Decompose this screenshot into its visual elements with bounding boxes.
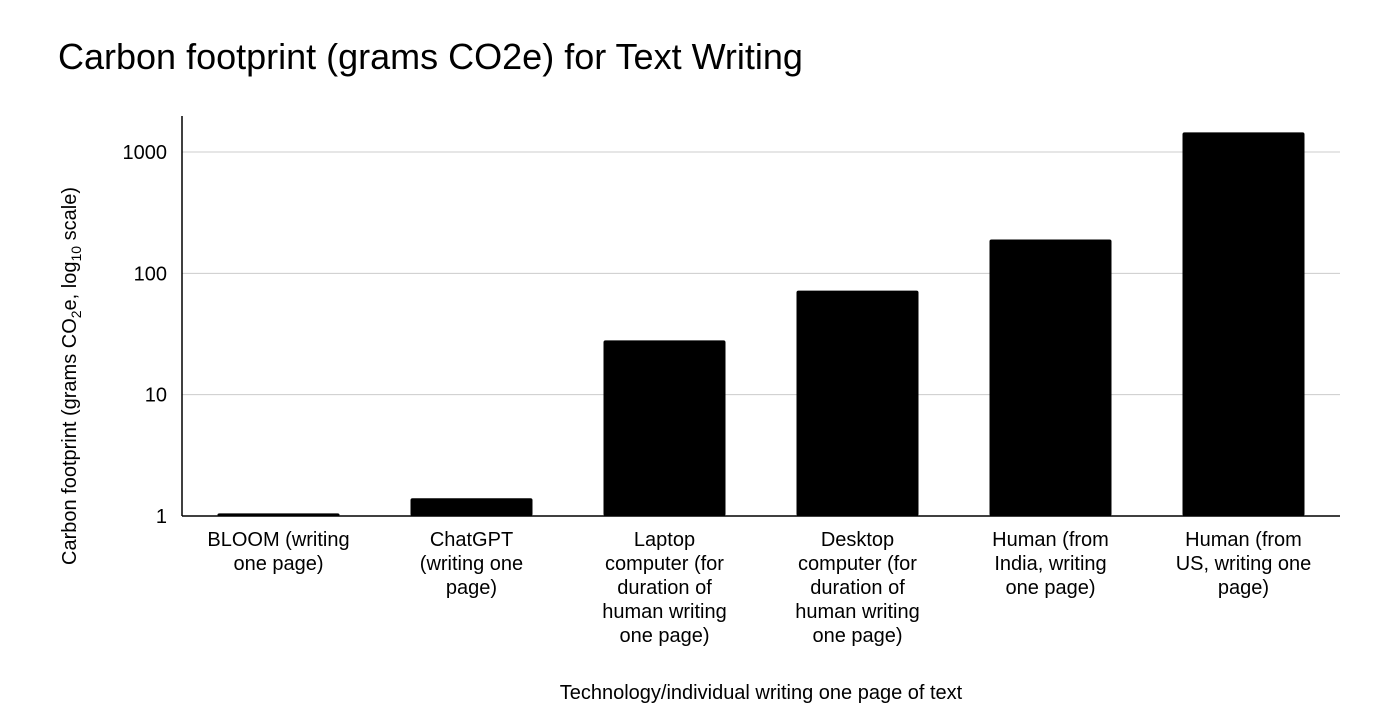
x-tick-label-line: one page) — [233, 553, 323, 575]
y-tick-label: 1000 — [123, 142, 168, 164]
y-axis-title-sub2: 10 — [68, 246, 84, 262]
x-tick-label-line: India, writing — [994, 553, 1106, 575]
y-tick-label: 100 — [134, 263, 167, 285]
x-tick-label-line: computer (for — [798, 553, 917, 575]
x-tick-label: Human (from US, writing one page) — [1176, 529, 1312, 599]
x-tick-label-line: human writing — [602, 601, 727, 623]
x-tick-label-line: (writing one — [420, 553, 523, 575]
x-tick-labels: BLOOM (writing one page)ChatGPT (writing o… — [207, 529, 1311, 647]
x-tick-label: BLOOM (writing one page) — [207, 529, 349, 575]
x-tick-label: Desktop computer (for duration of human wri… — [795, 529, 920, 647]
x-tick-label-line: page) — [1218, 577, 1269, 599]
x-tick-label-line: Laptop — [634, 529, 695, 551]
y-axis-title-suffix: scale) — [59, 187, 81, 246]
y-tick-labels: 1 10 100 1000 — [123, 142, 168, 528]
x-tick-label: Human (from India, writing one page) — [992, 529, 1109, 599]
x-tick-label-line: Human (from — [992, 529, 1109, 551]
x-tick-label-line: page) — [446, 577, 497, 599]
bars — [217, 132, 1305, 516]
y-axis-title-middle: e, log — [59, 261, 81, 310]
x-tick-label-line: BLOOM (writing — [207, 529, 349, 551]
bar — [989, 239, 1112, 516]
y-axis-title-prefix: Carbon footprint (grams CO — [59, 318, 81, 565]
x-tick-label: ChatGPT (writing one page) — [420, 529, 523, 599]
x-tick-label-line: Human (from — [1185, 529, 1302, 551]
x-axis-title: Technology/individual writing one page o… — [560, 682, 963, 704]
x-tick-label-line: Desktop — [821, 529, 894, 551]
bar — [796, 290, 919, 516]
x-tick-label-line: one page) — [812, 625, 902, 647]
x-tick-label-line: US, writing one — [1176, 553, 1312, 575]
chart-title: Carbon footprint (grams CO2e) for Text W… — [58, 36, 803, 77]
y-tick-label: 1 — [156, 506, 167, 528]
x-tick-label-line: human writing — [795, 601, 920, 623]
y-axis-title-sub1: 2 — [68, 310, 84, 318]
x-tick-label-line: duration of — [617, 577, 712, 599]
x-tick-label-line: computer (for — [605, 553, 724, 575]
x-tick-label-line: one page) — [1005, 577, 1095, 599]
bar — [603, 340, 726, 516]
x-tick-label-line: one page) — [619, 625, 709, 647]
y-tick-label: 10 — [145, 385, 167, 407]
bar — [410, 498, 533, 516]
x-tick-label: Laptop computer (for duration of human writ… — [602, 529, 727, 647]
y-axis-title: Carbon footprint (grams CO2e, log10 scal… — [59, 187, 84, 565]
bar — [1182, 132, 1305, 516]
axes — [181, 116, 1340, 517]
gridlines — [182, 151, 1340, 517]
x-tick-label-line: ChatGPT — [430, 529, 513, 551]
x-tick-label-line: duration of — [810, 577, 905, 599]
